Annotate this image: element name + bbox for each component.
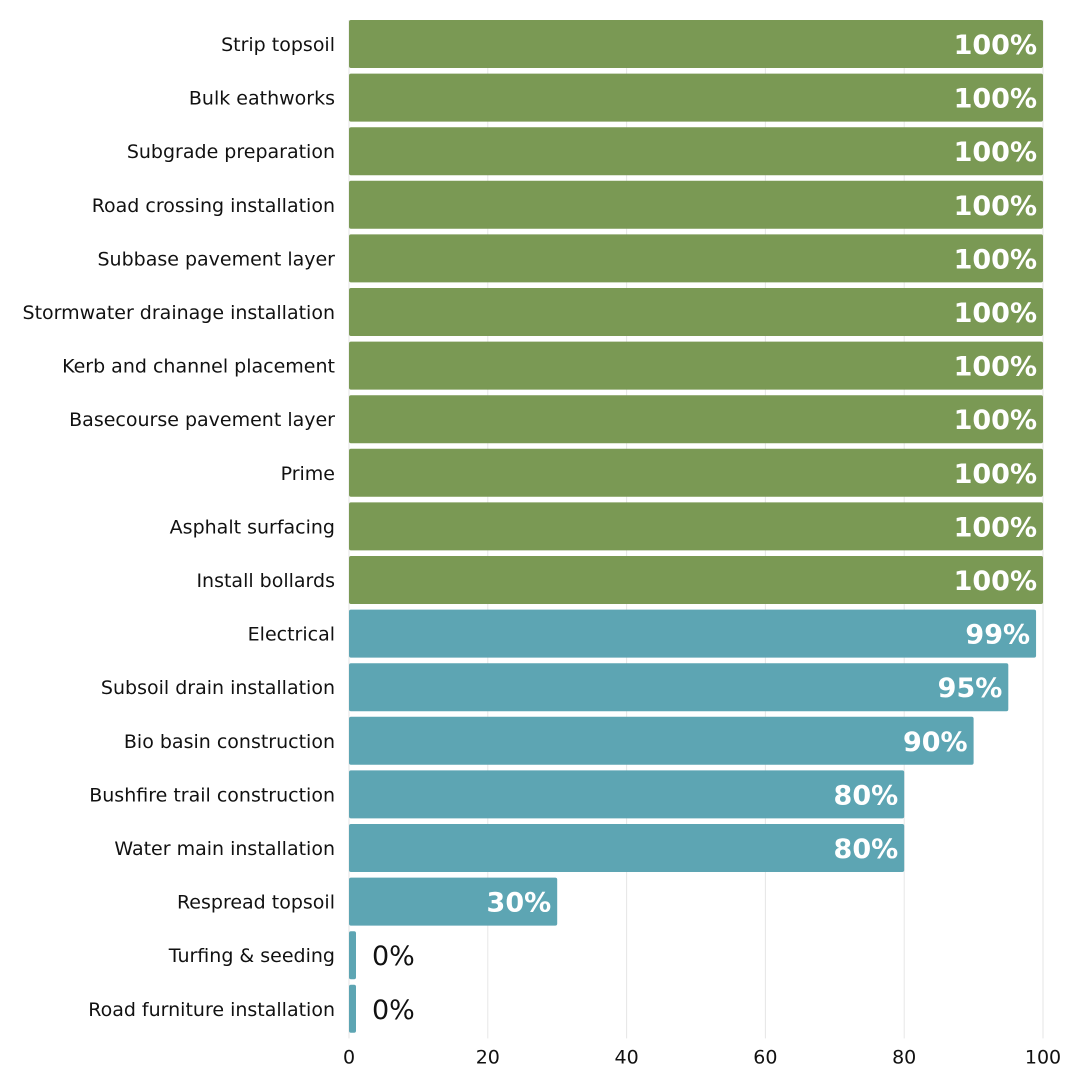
value-label: 80%	[834, 834, 899, 865]
bar	[349, 609, 1037, 658]
category-label: Stormwater drainage installation	[23, 302, 335, 324]
category-label: Electrical	[248, 624, 335, 646]
category-label: Road crossing installation	[92, 195, 335, 217]
x-tick-label: 40	[615, 1046, 639, 1068]
value-label: 100%	[954, 84, 1037, 115]
bar	[349, 984, 356, 1033]
x-tick-label: 60	[753, 1046, 777, 1068]
bar	[349, 663, 1009, 712]
bar	[349, 127, 1043, 176]
category-label: Bulk eathworks	[189, 88, 335, 110]
category-label: Basecourse pavement layer	[69, 409, 335, 431]
category-label: Asphalt surfacing	[170, 516, 335, 538]
x-tick-label: 80	[892, 1046, 916, 1068]
bar	[349, 556, 1043, 604]
category-label: Subgrade preparation	[127, 141, 335, 163]
category-label: Strip topsoil	[221, 34, 335, 56]
bar	[349, 877, 558, 926]
x-tick-label: 20	[476, 1046, 500, 1068]
value-label: 100%	[954, 405, 1037, 436]
bar	[349, 234, 1043, 283]
value-label: 30%	[487, 888, 552, 919]
bar	[349, 341, 1043, 390]
value-label: 0%	[372, 995, 415, 1026]
value-label: 99%	[965, 620, 1030, 651]
bar	[349, 180, 1043, 229]
bar	[349, 448, 1043, 497]
value-label: 90%	[903, 727, 968, 758]
category-label: Bushfire trail construction	[89, 784, 335, 806]
value-label: 100%	[954, 352, 1037, 383]
bar	[349, 20, 1043, 68]
bar	[349, 502, 1043, 551]
category-label: Respread topsoil	[177, 892, 335, 914]
category-label: Kerb and channel placement	[62, 356, 335, 378]
value-label: 80%	[834, 780, 899, 811]
value-label: 100%	[954, 191, 1037, 222]
value-label: 95%	[938, 673, 1003, 704]
bar	[349, 73, 1043, 122]
category-labels: Strip topsoil Bulk eathworks Subgrade prep…	[23, 34, 336, 1021]
x-tick-label: 0	[343, 1046, 355, 1068]
value-label: 100%	[954, 566, 1037, 597]
category-label: Water main installation	[114, 838, 335, 860]
x-axis-ticks: 0 20 40 60 80 100	[343, 1046, 1061, 1068]
value-label: 100%	[954, 30, 1037, 61]
bar	[349, 824, 905, 872]
value-label: 100%	[954, 137, 1037, 168]
bar	[349, 931, 356, 980]
category-label: Prime	[281, 463, 335, 485]
category-label: Subsoil drain installation	[101, 677, 335, 699]
category-label: Subbase pavement layer	[97, 248, 335, 270]
category-label: Bio basin construction	[124, 731, 335, 753]
bar	[349, 395, 1043, 444]
bar	[349, 716, 974, 765]
bars: 100% 100% 100% 100% 100% 100% 100% 100% 100% 100%…	[349, 20, 1043, 1033]
category-label: Turfing & seeding	[168, 945, 335, 967]
category-label: Road furniture installation	[88, 999, 335, 1021]
value-label: 100%	[954, 244, 1037, 275]
value-label: 100%	[954, 298, 1037, 329]
bar	[349, 288, 1043, 336]
bar	[349, 770, 905, 819]
category-label: Install bollards	[196, 570, 335, 592]
value-label: 0%	[372, 941, 415, 972]
value-label: 100%	[954, 459, 1037, 490]
value-label: 100%	[954, 512, 1037, 543]
x-tick-label: 100	[1025, 1046, 1061, 1068]
